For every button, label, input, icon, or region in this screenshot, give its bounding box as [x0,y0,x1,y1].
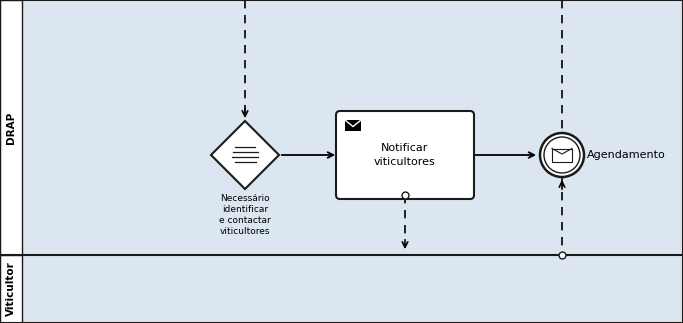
Bar [552,149,572,162]
Bar [345,120,361,131]
Polygon shape [211,121,279,189]
Bar [22,0,683,255]
Text: Notificar
viticultores: Notificar viticultores [374,143,436,167]
Bar [0,0,22,255]
Text: Necessário
identificar
e contactar
viticultores: Necessário identificar e contactar vitic… [219,194,271,236]
Bar [0,255,22,323]
Text: DRAP: DRAP [6,111,16,144]
FancyBboxPatch shape [336,111,474,199]
Bar [22,255,683,323]
Text: Viticultor: Viticultor [6,262,16,316]
Text: Agendamento: Agendamento [587,150,666,160]
Circle shape [540,133,584,177]
